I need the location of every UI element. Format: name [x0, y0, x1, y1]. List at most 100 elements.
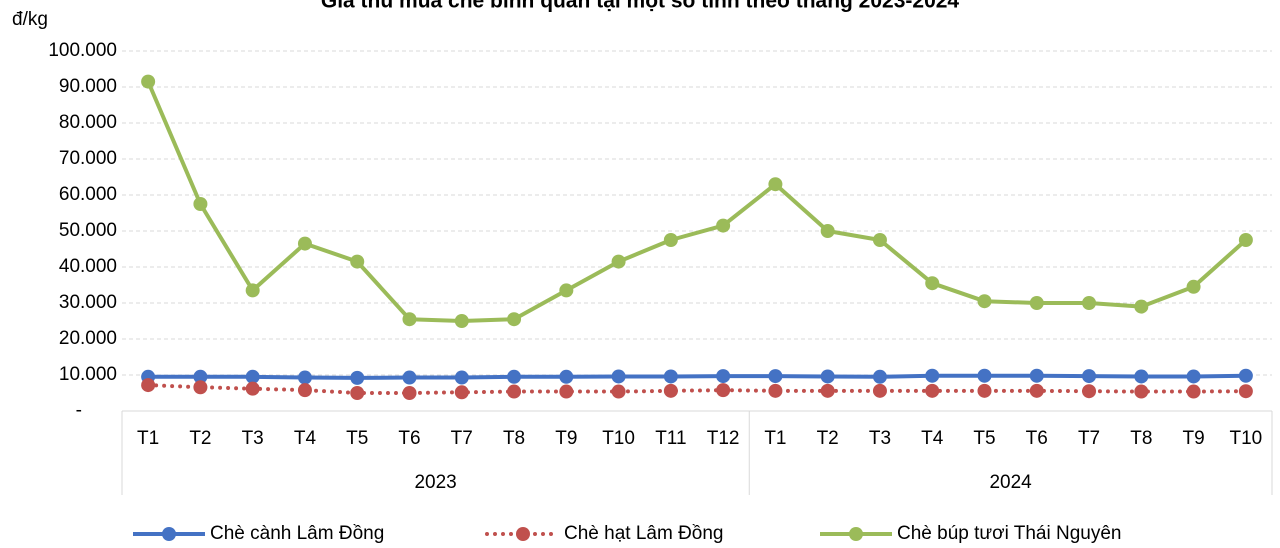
data-point — [820, 224, 835, 238]
x-tick-label: T4 — [294, 428, 317, 449]
data-point — [559, 369, 574, 384]
y-tick-label: 90.000 — [59, 76, 117, 97]
x-tick-label: T2 — [189, 428, 211, 449]
data-point — [454, 385, 469, 400]
data-point — [925, 383, 940, 398]
data-point — [297, 236, 312, 251]
data-point — [1186, 369, 1201, 384]
data-point — [925, 276, 940, 291]
data-point — [977, 368, 992, 383]
data-point — [977, 294, 992, 309]
data-point — [977, 383, 992, 398]
data-point — [402, 370, 417, 385]
data-point — [1082, 384, 1097, 399]
data-point — [454, 314, 469, 328]
data-point — [611, 369, 626, 384]
x-tick-label: T3 — [242, 428, 264, 449]
data-point — [1238, 233, 1253, 247]
data-point — [663, 383, 678, 398]
data-point — [1082, 296, 1097, 310]
data-point — [297, 383, 312, 398]
x-tick-label: T8 — [1130, 428, 1152, 449]
y-tick-label: - — [76, 400, 82, 421]
data-point — [1186, 384, 1201, 399]
data-point — [1134, 299, 1149, 314]
data-point — [1238, 368, 1253, 383]
data-point — [350, 370, 365, 385]
legend-marker — [849, 527, 863, 541]
legend-label: Chè cành Lâm Đồng — [210, 523, 384, 544]
x-tick-label: T8 — [503, 428, 525, 449]
y-tick-label: 40.000 — [59, 256, 117, 277]
data-point — [768, 369, 783, 384]
x-tick-label: T6 — [1026, 428, 1048, 449]
data-point — [193, 380, 208, 395]
data-point — [1186, 279, 1201, 294]
data-point — [872, 233, 887, 247]
data-point — [872, 369, 887, 384]
data-point — [1134, 384, 1149, 399]
legend-marker — [162, 527, 176, 541]
data-point — [559, 283, 574, 298]
y-tick-label: 30.000 — [59, 292, 117, 313]
data-point — [245, 369, 260, 384]
chart-title: Giá thu mua chè bình quân tại một số tỉn… — [321, 0, 960, 13]
data-point — [611, 384, 626, 399]
data-point — [297, 370, 312, 385]
data-point — [507, 369, 522, 384]
data-point — [141, 74, 156, 89]
data-point — [872, 383, 887, 398]
y-tick-label: 70.000 — [59, 148, 117, 169]
y-tick-label: 10.000 — [59, 364, 117, 385]
x-tick-label: T4 — [921, 428, 944, 449]
x-tick-label: T1 — [137, 428, 159, 449]
data-point — [716, 383, 731, 398]
y-tick-label: 80.000 — [59, 112, 117, 133]
data-point — [768, 383, 783, 398]
series-line — [146, 383, 1248, 395]
group-label: 2024 — [989, 472, 1032, 493]
legend-marker — [516, 527, 530, 541]
x-tick-label: T2 — [817, 428, 839, 449]
x-tick-label: T6 — [398, 428, 420, 449]
data-point — [193, 369, 208, 384]
x-tick-label: T7 — [451, 428, 473, 449]
data-point — [820, 383, 835, 398]
data-point — [402, 312, 417, 327]
y-tick-label: 50.000 — [59, 220, 117, 241]
data-point — [1082, 369, 1097, 384]
x-tick-label: T5 — [973, 428, 995, 449]
y-tick-label: 20.000 — [59, 328, 117, 349]
series-line — [148, 373, 1246, 380]
data-point — [1238, 384, 1253, 399]
group-label: 2023 — [414, 472, 456, 493]
series-line — [146, 80, 1248, 323]
data-point — [820, 369, 835, 384]
x-tick-label: T7 — [1078, 428, 1100, 449]
y-tick-label: 100.000 — [48, 40, 117, 61]
x-tick-label: T12 — [707, 428, 740, 449]
data-point — [716, 218, 731, 233]
data-point — [507, 312, 522, 327]
data-point — [663, 233, 678, 247]
data-point — [1029, 296, 1044, 310]
x-tick-label: T9 — [555, 428, 577, 449]
data-point — [245, 283, 260, 298]
y-tick-label: 60.000 — [59, 184, 117, 205]
data-point — [141, 378, 156, 393]
legend-label: Chè búp tươi Thái Nguyên — [897, 523, 1121, 544]
x-tick-label: T10 — [602, 428, 635, 449]
data-point — [559, 384, 574, 399]
data-point — [1029, 383, 1044, 398]
x-tick-label: T11 — [655, 428, 686, 449]
data-point — [663, 369, 678, 384]
y-axis-label: đ/kg — [12, 9, 48, 30]
data-point — [193, 197, 208, 211]
data-point — [925, 368, 940, 383]
data-point — [350, 254, 365, 269]
data-point — [454, 370, 469, 385]
data-point — [716, 369, 731, 384]
x-tick-label: T9 — [1182, 428, 1204, 449]
x-tick-label: T1 — [764, 428, 786, 449]
